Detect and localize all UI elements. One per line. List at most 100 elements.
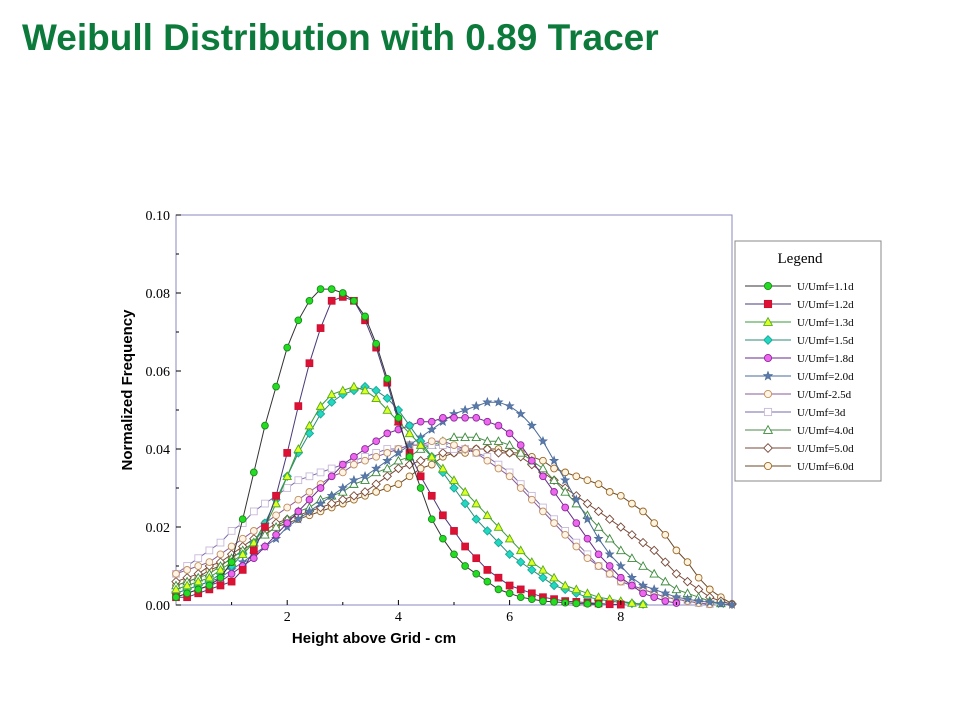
data-point [594,550,603,559]
data-point [315,498,326,508]
data-point [494,421,503,430]
data-point [515,447,526,457]
data-point [672,546,681,555]
data-point [593,521,604,531]
data-point [582,513,593,524]
data-point [238,534,247,543]
data-point [238,515,247,524]
data-point [294,507,303,516]
data-point [471,400,482,411]
data-point [194,585,203,594]
data-point [505,581,514,590]
data-point [482,526,493,536]
data-point [371,393,382,403]
data-point [605,488,614,496]
data-point [227,577,236,586]
data-point [360,487,370,497]
data-point [593,533,604,543]
legend-marker [763,281,773,291]
data-point [327,472,336,481]
data-point [538,564,548,574]
data-point [482,396,493,407]
data-point [382,471,392,482]
data-point [305,495,314,504]
data-point [450,550,458,559]
data-point [549,580,559,591]
data-point [494,585,503,594]
data-point [348,474,359,485]
data-point [472,554,481,563]
legend-label: U/Umf=1.8d [797,353,854,365]
data-point [583,476,592,485]
data-point [316,324,325,332]
data-point [549,572,559,582]
data-point [539,507,547,516]
data-point [349,491,359,501]
legend-entry: U/Umf=1.8d [745,353,854,365]
data-point [572,599,581,608]
data-point [450,527,458,535]
data-point [304,506,315,516]
data-point [516,585,525,594]
data-point [493,448,504,458]
data-point [493,436,504,445]
data-point [649,568,660,578]
data-point [350,452,358,461]
legend-label: U/Umf=1.5d [797,335,854,347]
data-point [561,503,570,512]
data-point [616,522,626,532]
data-point [571,584,582,594]
data-point [505,472,514,481]
data-point [326,389,337,399]
legend-marker [763,353,773,363]
data-point [415,440,426,449]
data-point [683,558,692,566]
data-point [560,580,571,590]
data-point [249,546,258,555]
legend-marker [762,370,774,381]
y-tick-label: 0.10 [146,209,171,224]
data-point [305,296,314,305]
data-point [582,588,593,598]
data-point [449,483,459,493]
data-point [539,597,547,605]
data-point [371,463,382,473]
data-point [515,545,526,555]
data-point [483,577,492,586]
data-point [394,413,403,422]
data-point [338,460,347,469]
data-point [438,463,448,473]
legend-label: U/Umf=3d [797,407,846,419]
data-point [504,440,515,449]
data-point [615,560,626,571]
data-point [539,456,547,465]
data-point [283,484,292,492]
data-point [461,413,469,422]
data-point [294,316,303,325]
data-point [261,542,269,551]
data-point [382,393,392,404]
legend-entry: U/Umf=1.2d [745,299,854,311]
x-tick-label: 8 [617,610,624,625]
data-point [550,464,558,473]
data-point [426,424,437,434]
data-point [594,480,603,488]
data-point [537,435,548,446]
data-point [272,491,280,500]
y-tick-label: 0.00 [146,599,171,614]
data-point [315,401,326,410]
data-point [705,585,714,594]
legend-marker [762,316,774,326]
data-point [627,598,637,607]
data-point [626,572,637,582]
legend-entry: U/Umf=1.5d [745,335,854,347]
data-point [371,479,381,489]
data-point [526,557,537,566]
data-point [493,396,504,407]
data-point [627,553,637,562]
y-tick-label: 0.06 [146,365,171,380]
legend-entry: U/Umf=3d [745,407,846,419]
data-point [405,472,414,481]
data-point [305,359,314,368]
data-point [516,557,526,567]
